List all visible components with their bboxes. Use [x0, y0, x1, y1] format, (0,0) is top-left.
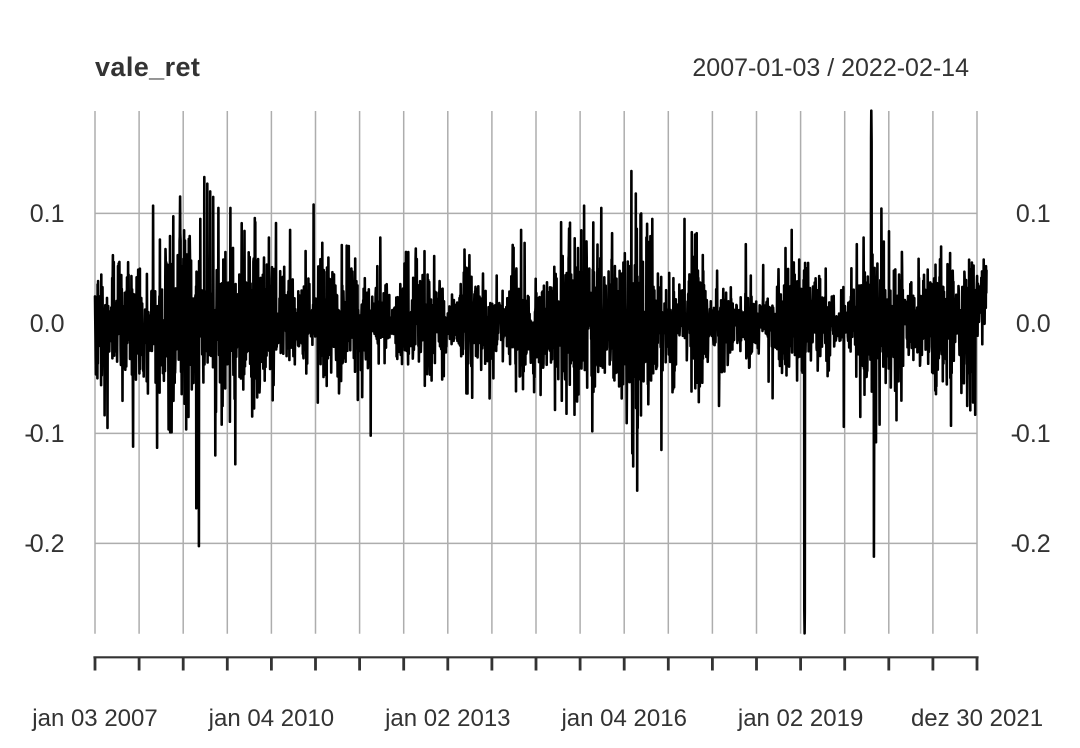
svg-text:0.0: 0.0	[30, 310, 65, 338]
svg-text:vale_ret: vale_ret	[95, 52, 200, 82]
svg-text:jan 02 2013: jan 02 2013	[384, 705, 510, 732]
svg-text:jan 02 2019: jan 02 2019	[737, 705, 863, 732]
svg-text:-0.1: -0.1	[24, 420, 64, 448]
svg-text:-0.1: -0.1	[1011, 420, 1051, 448]
svg-text:jan 04 2016: jan 04 2016	[560, 705, 686, 732]
svg-text:0.1: 0.1	[30, 200, 65, 228]
svg-text:2007-01-03 / 2022-02-14: 2007-01-03 / 2022-02-14	[692, 54, 969, 82]
svg-text:0.1: 0.1	[1016, 200, 1051, 228]
svg-text:-0.2: -0.2	[1011, 530, 1051, 558]
svg-text:dez 30 2021: dez 30 2021	[911, 705, 1043, 732]
svg-text:0.0: 0.0	[1016, 310, 1051, 338]
svg-text:jan 03 2007: jan 03 2007	[31, 705, 157, 732]
svg-text:jan 04 2010: jan 04 2010	[208, 705, 334, 732]
svg-text:-0.2: -0.2	[24, 530, 64, 558]
